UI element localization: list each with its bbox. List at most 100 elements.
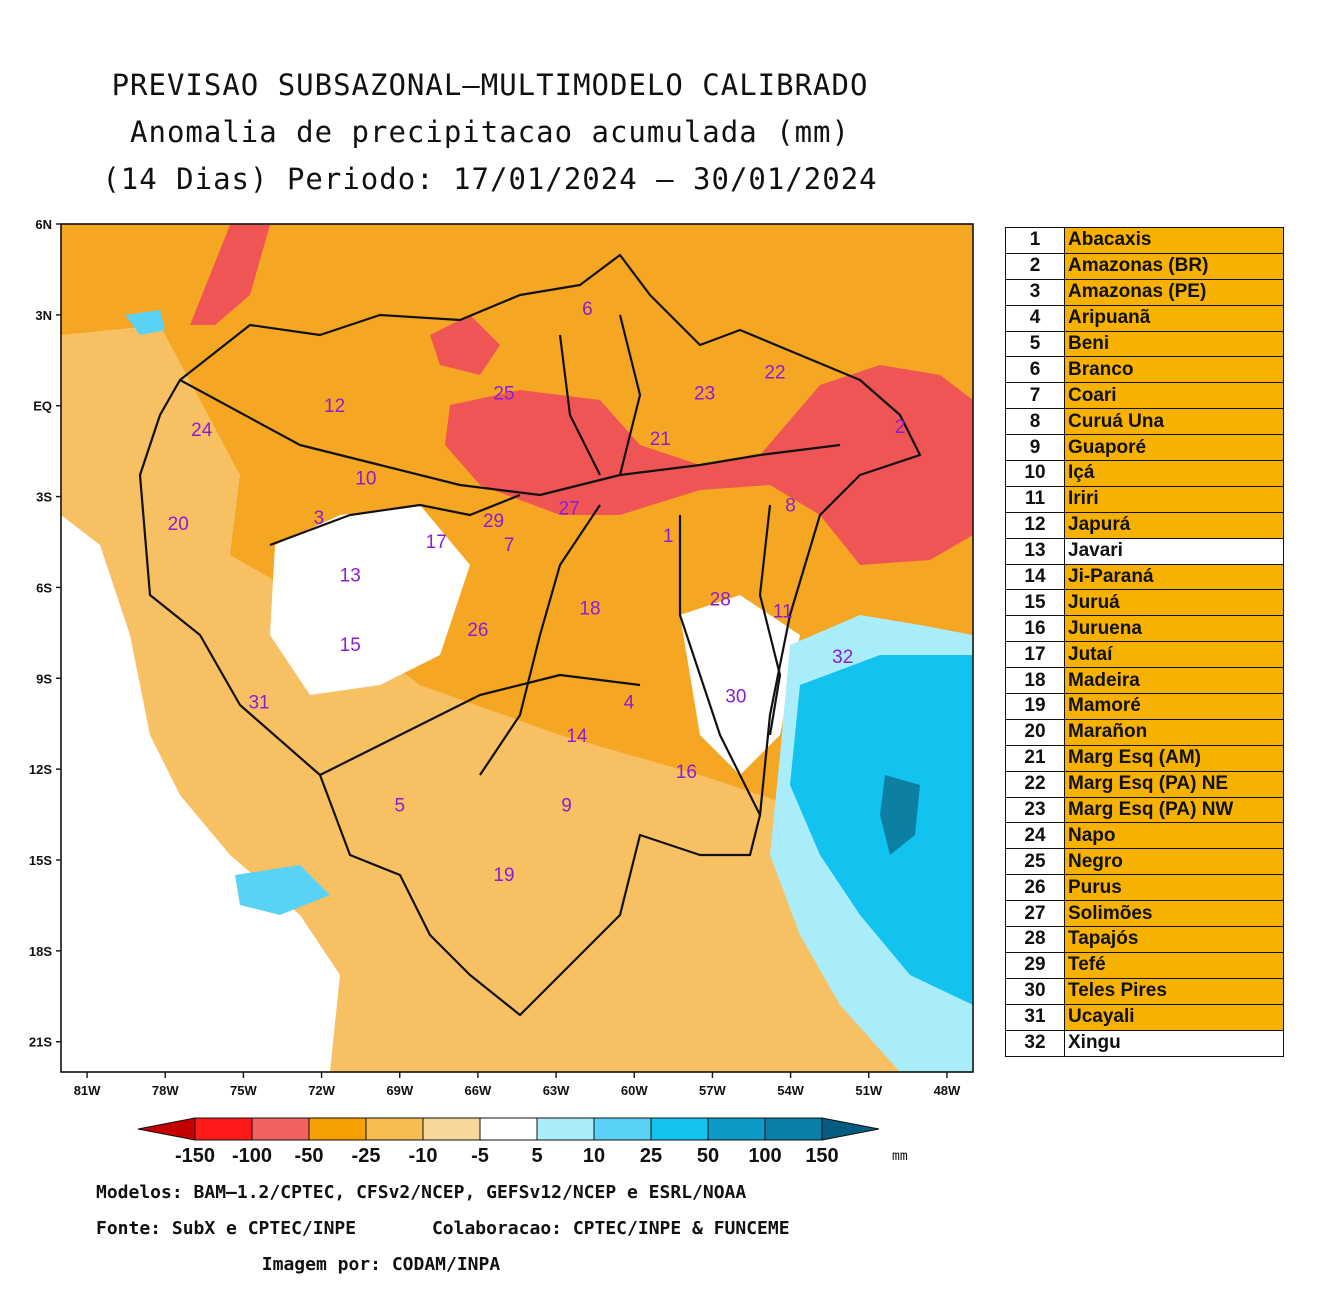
legend-basin-name: Javari [1064, 537, 1284, 565]
basin-label-2: 2 [895, 417, 906, 438]
legend-basin-name: Solimões [1064, 900, 1284, 928]
colorbar-segment [251, 1117, 310, 1141]
basin-label-14: 14 [566, 726, 588, 747]
legend-row: 12 Japurá [1005, 511, 1284, 539]
legend-basin-name: Juruá [1064, 589, 1284, 617]
colorbar-tick-label: -5 [471, 1145, 489, 1167]
legend-basin-number: 4 [1005, 304, 1065, 332]
title-line-2: Anomalia de precipitacao acumulada (mm) [130, 115, 850, 149]
colorbar-segment [308, 1117, 367, 1141]
basin-legend-table: 1 Abacaxis 2 Amazonas (BR) 3 Amazonas (PE) 4 Ar… [1005, 227, 1284, 1057]
legend-basin-number: 11 [1005, 485, 1065, 513]
lat-tick-label: 6N [35, 217, 52, 232]
legend-row: 3 Amazonas (PE) [1005, 278, 1284, 306]
legend-basin-name: Juruena [1064, 615, 1284, 643]
colorbar-right-triangle [821, 1117, 880, 1141]
legend-basin-number: 28 [1005, 926, 1065, 953]
legend-basin-number: 12 [1005, 511, 1065, 539]
legend-basin-number: 27 [1005, 900, 1065, 928]
legend-row: 32 Xingu [1005, 1029, 1284, 1057]
lat-tick-label: 18S [29, 944, 52, 959]
credit-source: Fonte: SubX e CPTEC/INPE [96, 1218, 357, 1239]
legend-basin-name: Mamoré [1064, 693, 1284, 720]
basin-label-20: 20 [168, 514, 189, 535]
lon-tick-label: 51W [855, 1083, 882, 1098]
lon-tick-label: 69W [386, 1083, 413, 1098]
legend-basin-name: Teles Pires [1064, 977, 1284, 1005]
legend-basin-name: Marg Esq (PA) NW [1064, 796, 1284, 824]
legend-basin-number: 16 [1005, 615, 1065, 643]
legend-basin-number: 19 [1005, 693, 1065, 720]
basin-label-25: 25 [493, 384, 514, 405]
legend-row: 19 Mamoré [1005, 693, 1284, 720]
colorbar-tick-label: 25 [640, 1145, 662, 1167]
legend-basin-name: Ucayali [1064, 1003, 1284, 1031]
legend-basin-number: 23 [1005, 796, 1065, 824]
legend-basin-name: Abacaxis [1064, 227, 1284, 254]
basin-label-1: 1 [663, 526, 674, 547]
basin-label-9: 9 [561, 796, 572, 817]
lon-tick-label: 54W [777, 1083, 804, 1098]
precipitation-anomaly-map: 6N 3N EQ 3S 6S 9S 12S 15S 18S 21S 81W 78W 75W 72W 69W 6… [29, 217, 974, 1167]
legend-row: 30 Teles Pires [1005, 977, 1284, 1005]
legend-basin-number: 13 [1005, 537, 1065, 565]
title-line-3: (14 Dias) Periodo: 17/01/2024 — 30/01/20… [102, 162, 878, 196]
legend-basin-number: 7 [1005, 382, 1065, 410]
legend-row: 13 Javari [1005, 537, 1284, 565]
colorbar-segment [593, 1117, 652, 1141]
legend-row: 7 Coari [1005, 382, 1284, 410]
basin-label-7: 7 [504, 535, 515, 556]
basin-label-4: 4 [624, 693, 635, 714]
lon-tick-label: 72W [308, 1083, 335, 1098]
field-wet-northwest [125, 310, 165, 335]
field-neutral-javari [270, 505, 470, 695]
basin-label-17: 17 [426, 532, 447, 553]
basin-label-18: 18 [579, 599, 600, 620]
lon-tick-label: 63W [543, 1083, 570, 1098]
legend-basin-name: Beni [1064, 330, 1284, 358]
credit-spacer [356, 1218, 432, 1239]
basin-label-31: 31 [248, 693, 269, 714]
basin-outlines [138, 253, 922, 1017]
basin-label-27: 27 [559, 499, 580, 520]
legend-row: 9 Guaporé [1005, 434, 1284, 462]
legend-basin-number: 24 [1005, 822, 1065, 850]
legend-row: 18 Madeira [1005, 667, 1284, 695]
field-wet-southwest [235, 865, 330, 915]
legend-basin-number: 17 [1005, 641, 1065, 669]
colorbar-tick-label: -100 [232, 1145, 272, 1167]
legend-basin-number: 18 [1005, 667, 1065, 695]
legend-row: 2 Amazonas (BR) [1005, 252, 1284, 280]
legend-basin-number: 30 [1005, 977, 1065, 1005]
legend-basin-name: Purus [1064, 874, 1284, 902]
legend-basin-name: Aripuanã [1064, 304, 1284, 332]
colorbar-tick-label: -25 [352, 1145, 381, 1167]
legend-basin-name: Amazonas (PE) [1064, 278, 1284, 306]
legend-basin-number: 20 [1005, 718, 1065, 746]
legend-basin-number: 21 [1005, 744, 1065, 772]
legend-basin-number: 6 [1005, 356, 1065, 384]
legend-row: 6 Branco [1005, 356, 1284, 384]
anomaly-field [61, 224, 973, 1072]
basin-label-13: 13 [340, 565, 361, 586]
legend-basin-name: Coari [1064, 382, 1284, 410]
map-frame [60, 223, 974, 1073]
lat-tick-label: 15S [29, 853, 52, 868]
legend-basin-name: Japurá [1064, 511, 1284, 539]
title-line-1: PREVISAO SUBSAZONAL—MULTIMODELO CALIBRAD… [111, 68, 869, 102]
basin-label-29: 29 [483, 511, 504, 532]
legend-row: 22 Marg Esq (PA) NE [1005, 770, 1284, 798]
legend-basin-number: 1 [1005, 227, 1065, 254]
legend-row: 4 Aripuanã [1005, 304, 1284, 332]
lon-tick-label: 60W [621, 1083, 648, 1098]
colorbar-tick-label: 5 [531, 1145, 542, 1167]
lat-tick-label: 3S [36, 490, 52, 505]
basin-outline-interior-8 [558, 334, 601, 476]
legend-row: 23 Marg Esq (PA) NW [1005, 796, 1284, 824]
colorbar-segment [194, 1117, 253, 1141]
legend-row: 21 Marg Esq (AM) [1005, 744, 1284, 772]
basin-outline-interior-1 [179, 379, 841, 497]
credit-collab: Colaboracao: CPTEC/INPE & FUNCEME [431, 1218, 790, 1239]
legend-row: 26 Purus [1005, 874, 1284, 902]
basin-outline-interior-3 [479, 504, 601, 776]
